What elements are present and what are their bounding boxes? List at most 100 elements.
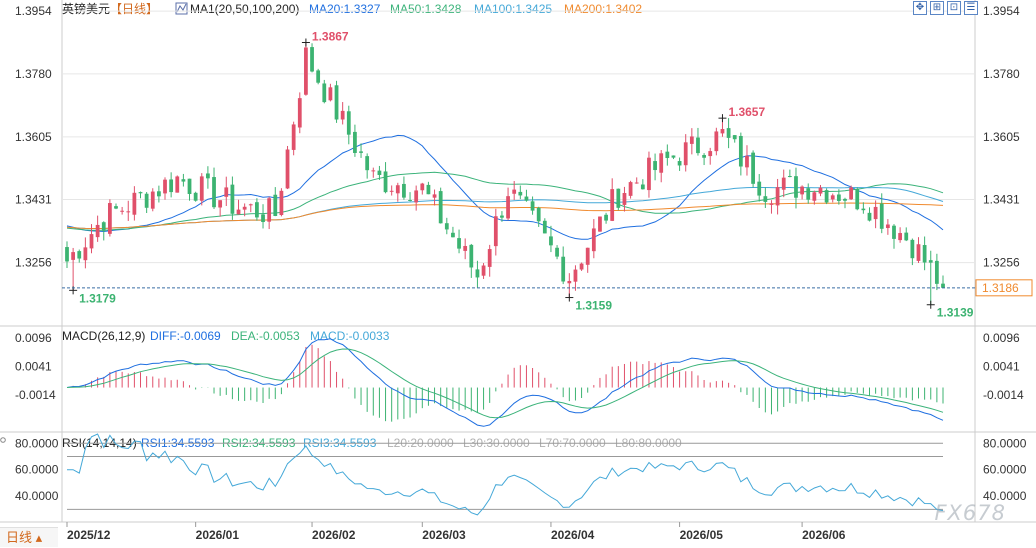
candle-body: [671, 155, 676, 158]
candle-body: [922, 245, 927, 263]
candle-body: [812, 192, 817, 201]
candle-body: [855, 189, 860, 210]
candle-body: [904, 232, 909, 241]
macd-tick-left: 0.0041: [15, 359, 52, 373]
annotation-label: 1.3867: [312, 30, 349, 44]
candle-body: [175, 176, 180, 193]
candle-body: [640, 184, 645, 190]
move-icon[interactable]: ✥: [913, 1, 927, 15]
candle-body: [836, 194, 841, 201]
candle-body: [824, 190, 829, 203]
candle-body: [206, 173, 210, 179]
ma-params-label: MA1(20,50,100,200): [190, 2, 299, 16]
macd-axis: 0.0096 0.0096 0.0041 0.0041 -0.0014 -0.0014: [15, 331, 1024, 402]
ma50-label: MA50:1.3428: [390, 2, 462, 16]
candle-body: [114, 206, 118, 209]
price-tick-left: 1.3256: [15, 256, 52, 270]
candle-body: [426, 184, 431, 195]
candle-body: [230, 184, 235, 214]
candle-body: [757, 181, 762, 196]
candle-body: [89, 234, 94, 249]
candle-body: [653, 161, 657, 171]
candle-body: [696, 137, 700, 154]
macd-title: MACD(26,12,9): [62, 329, 145, 343]
ma-indicator-icon[interactable]: [175, 2, 188, 15]
rsi-tick-left: 60.0000: [15, 463, 59, 477]
candle-body: [518, 191, 523, 196]
candle-body: [506, 196, 510, 219]
candle-body: [157, 191, 161, 197]
price-tick-right: 1.3954: [983, 4, 1020, 18]
candle-body: [934, 260, 939, 284]
candle-body: [530, 201, 535, 211]
candle-body: [604, 214, 608, 221]
candle-body: [420, 183, 425, 191]
candle-body: [714, 131, 719, 152]
main-grid: [62, 10, 975, 264]
candlestick-series[interactable]: [65, 42, 945, 305]
candle-body: [898, 233, 903, 241]
candle-body: [579, 263, 584, 270]
candle-body: [383, 171, 388, 193]
candle-body: [83, 247, 88, 261]
candle-body: [193, 192, 198, 201]
candle-body: [555, 247, 559, 257]
main-pane: [0, 0, 1036, 523]
candle-body: [451, 232, 455, 238]
candle-body: [512, 189, 517, 194]
candle-body: [843, 198, 847, 201]
rsi-settings-icon[interactable]: [0, 437, 6, 443]
maximize-icon[interactable]: ⊡: [947, 1, 961, 15]
candle-body: [414, 190, 419, 203]
candle-body: [916, 244, 921, 261]
settings-icon[interactable]: ☰: [964, 1, 978, 15]
annotation-label: 1.3179: [79, 291, 116, 305]
candle-body: [65, 247, 69, 262]
date-label: 2025/12: [67, 528, 111, 542]
price-axis-left: 1.3954 1.3780 1.3605 1.3431 1.3256: [15, 4, 52, 269]
current-price-box: [975, 279, 1033, 297]
price-tick-right: 1.3780: [983, 67, 1020, 81]
candle-body: [732, 135, 737, 140]
price-tick-left: 1.3780: [15, 67, 52, 81]
symbol-title: 英镑美元: [62, 1, 110, 16]
period-selector-button[interactable]: 日线 ▴: [0, 527, 58, 547]
macd-dea-line: [66, 348, 944, 419]
candle-body: [457, 238, 461, 249]
candle-body: [273, 194, 278, 216]
candle-body: [775, 187, 780, 206]
candle-body: [616, 188, 621, 208]
candle-body: [187, 178, 192, 194]
candle-body: [212, 177, 216, 208]
candle-body: [101, 222, 106, 231]
candle-body: [95, 224, 100, 238]
candle-body: [199, 176, 204, 201]
candle-body: [340, 110, 345, 120]
macd-tick-right: -0.0014: [983, 388, 1024, 402]
candle-body: [665, 151, 670, 159]
candle-body: [689, 136, 694, 144]
period-label[interactable]: 【日线】: [110, 2, 158, 16]
candle-body: [536, 207, 541, 222]
date-label: 2026/05: [680, 528, 724, 542]
macd-dea-label: DEA:-0.0053: [231, 329, 300, 343]
candle-body: [806, 188, 811, 200]
candle-body: [261, 214, 265, 223]
candle-body: [585, 247, 590, 265]
bar-zoom-icon[interactable]: ⊞: [930, 1, 944, 15]
macd-diff-line: [66, 338, 944, 427]
candle-body: [236, 209, 241, 215]
candle-body: [291, 124, 296, 150]
candle-body: [787, 176, 792, 178]
candle-body: [867, 212, 872, 221]
current-price-label: 1.3186: [982, 281, 1019, 295]
macd-diff-label: DIFF:-0.0069: [150, 329, 221, 343]
candle-body: [316, 70, 321, 83]
candle-body: [285, 149, 290, 189]
candle-body: [885, 224, 890, 229]
candle-body: [745, 155, 749, 168]
candle-body: [132, 192, 137, 215]
price-tick-left: 1.3605: [15, 130, 52, 144]
candle-body: [438, 191, 443, 224]
